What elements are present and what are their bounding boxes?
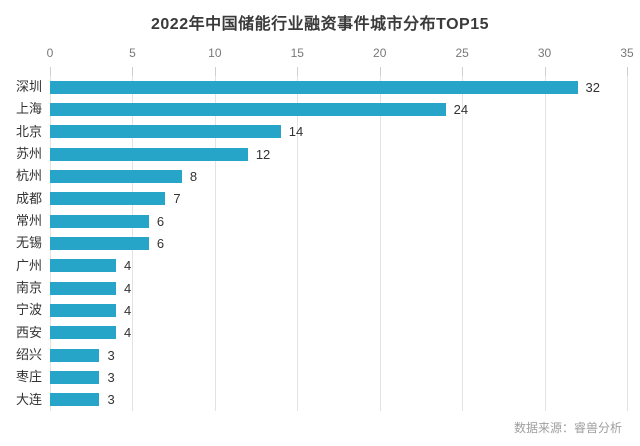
x-axis-tick-label: 30 bbox=[537, 46, 552, 60]
gridline bbox=[297, 76, 299, 411]
bar-row: 深圳 32 bbox=[0, 76, 640, 98]
x-axis-tick-label: 0 bbox=[46, 46, 54, 60]
x-axis-tick-label: 20 bbox=[373, 46, 387, 60]
category-label: 上海 bbox=[15, 101, 42, 117]
bar bbox=[50, 303, 116, 317]
source-note: 数据来源：睿兽分析 bbox=[513, 421, 622, 435]
bar bbox=[50, 214, 149, 228]
value-label: 4 bbox=[123, 258, 132, 274]
value-label: 3 bbox=[107, 347, 115, 363]
value-label: 6 bbox=[156, 235, 165, 251]
bar-row: 绍兴 3 bbox=[0, 344, 640, 366]
bar-row: 广州 4 bbox=[0, 255, 640, 277]
value-label: 3 bbox=[107, 392, 115, 408]
bar bbox=[50, 102, 446, 116]
bar bbox=[50, 192, 166, 206]
x-axis-tick-label: 5 bbox=[129, 46, 136, 60]
bar bbox=[50, 80, 578, 94]
x-axis-tick-mark bbox=[544, 67, 546, 76]
x-axis-tick-label: 15 bbox=[290, 46, 304, 60]
category-label: 无锡 bbox=[15, 235, 42, 251]
bar-row: 杭州 8 bbox=[0, 165, 640, 187]
bar bbox=[50, 236, 149, 250]
category-label: 枣庄 bbox=[15, 369, 42, 385]
category-label: 成都 bbox=[15, 190, 42, 206]
gridline bbox=[379, 76, 381, 411]
bar-row: 苏州 12 bbox=[0, 143, 640, 165]
value-label: 14 bbox=[288, 124, 304, 140]
bar bbox=[50, 348, 100, 362]
x-axis-tick-mark bbox=[627, 67, 628, 76]
x-axis-tick-mark bbox=[50, 67, 51, 76]
x-axis-tick-label: 10 bbox=[208, 46, 222, 60]
gridline bbox=[627, 76, 628, 411]
value-label: 32 bbox=[585, 79, 600, 95]
value-label: 7 bbox=[173, 191, 181, 207]
bar bbox=[50, 281, 116, 295]
value-label: 4 bbox=[123, 325, 132, 341]
category-label: 苏州 bbox=[15, 146, 42, 161]
x-axis-tick-label: 25 bbox=[455, 46, 469, 60]
category-label: 常州 bbox=[15, 213, 42, 228]
category-label: 杭州 bbox=[15, 168, 42, 184]
bar bbox=[50, 393, 100, 407]
category-label: 深圳 bbox=[15, 79, 42, 94]
bar bbox=[50, 147, 248, 161]
bar bbox=[50, 370, 100, 384]
x-axis-tick-mark bbox=[462, 67, 464, 76]
bar-row: 南京 4 bbox=[0, 277, 640, 299]
value-label: 8 bbox=[189, 168, 198, 184]
bar-row: 常州 6 bbox=[0, 210, 640, 232]
bar-row: 大连 3 bbox=[0, 389, 640, 411]
value-label: 3 bbox=[107, 369, 115, 385]
gridline bbox=[462, 76, 464, 411]
x-axis-tick-mark bbox=[297, 67, 299, 76]
gridline bbox=[214, 76, 216, 411]
bar-row: 上海 24 bbox=[0, 98, 640, 120]
value-label: 12 bbox=[255, 146, 271, 162]
category-label: 绍兴 bbox=[15, 347, 42, 362]
category-label: 大连 bbox=[15, 391, 42, 407]
bar-row: 无锡 6 bbox=[0, 232, 640, 254]
bar bbox=[50, 259, 116, 273]
chart-title: 2022年中国储能行业融资事件城市分布TOP15 bbox=[151, 16, 489, 33]
category-label: 西安 bbox=[15, 324, 42, 340]
x-axis-tick-label: 35 bbox=[620, 46, 634, 60]
category-label: 广州 bbox=[15, 257, 42, 273]
bar bbox=[50, 169, 182, 183]
x-axis-tick-mark bbox=[379, 67, 381, 76]
x-axis-tick-mark bbox=[214, 67, 216, 76]
value-label: 24 bbox=[453, 101, 469, 117]
category-label: 宁波 bbox=[15, 302, 42, 318]
bar-row: 西安 4 bbox=[0, 322, 640, 344]
category-label: 南京 bbox=[15, 280, 42, 295]
bar-row: 枣庄 3 bbox=[0, 366, 640, 388]
x-axis-tick-mark bbox=[132, 67, 134, 76]
value-label: 4 bbox=[123, 302, 132, 318]
value-label: 6 bbox=[156, 213, 165, 229]
bar-row: 北京 14 bbox=[0, 121, 640, 143]
gridline bbox=[544, 76, 546, 411]
value-label: 4 bbox=[123, 280, 132, 296]
bar bbox=[50, 326, 116, 340]
category-label: 北京 bbox=[15, 123, 42, 139]
bar bbox=[50, 125, 281, 139]
bar-row: 宁波 4 bbox=[0, 299, 640, 321]
bar-row: 成都 7 bbox=[0, 188, 640, 210]
